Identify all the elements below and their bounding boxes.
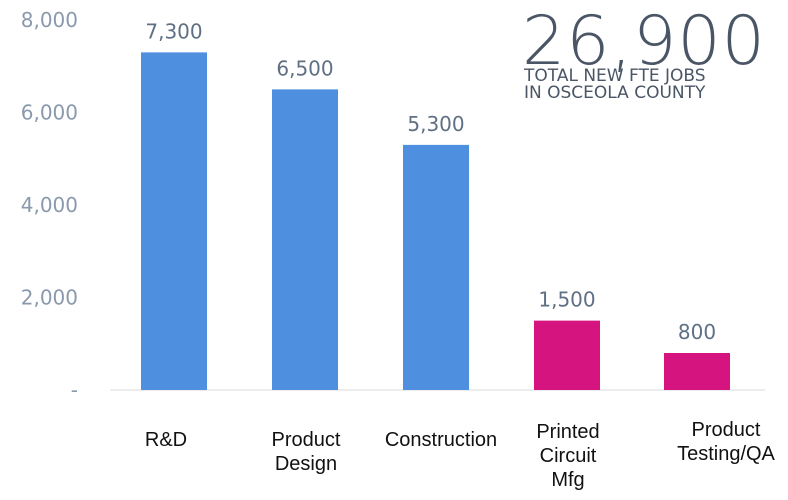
data-label: 800	[678, 320, 716, 344]
total-jobs-number: 26,900	[522, 2, 766, 81]
data-label: 1,500	[538, 288, 595, 312]
bar	[664, 353, 730, 390]
y-tick-label: 8,000	[21, 8, 78, 32]
category-label: Construction	[384, 429, 498, 451]
y-tick-label: 2,000	[21, 286, 78, 310]
caption-line-2: IN OSCEOLA COUNTY	[524, 83, 706, 103]
bar	[403, 144, 469, 390]
y-tick-label: 6,000	[21, 101, 78, 125]
y-tick-label: 4,000	[21, 193, 78, 217]
bar	[534, 320, 600, 390]
category-label: Product Design	[271, 429, 341, 475]
category-label: Printed Circuit Mfg	[536, 421, 600, 491]
category-label: Product Testing/QA	[677, 419, 775, 465]
category-label: R&D	[144, 429, 188, 451]
y-tick-label: -	[71, 378, 78, 402]
bar	[272, 89, 338, 390]
caption-line-1: TOTAL NEW FTE JOBS	[524, 66, 706, 86]
data-label: 7,300	[145, 19, 202, 43]
total-jobs-caption: TOTAL NEW FTE JOBS IN OSCEOLA COUNTY	[524, 68, 706, 102]
data-label: 5,300	[407, 112, 464, 136]
bar	[141, 52, 207, 390]
data-label: 6,500	[276, 56, 333, 80]
